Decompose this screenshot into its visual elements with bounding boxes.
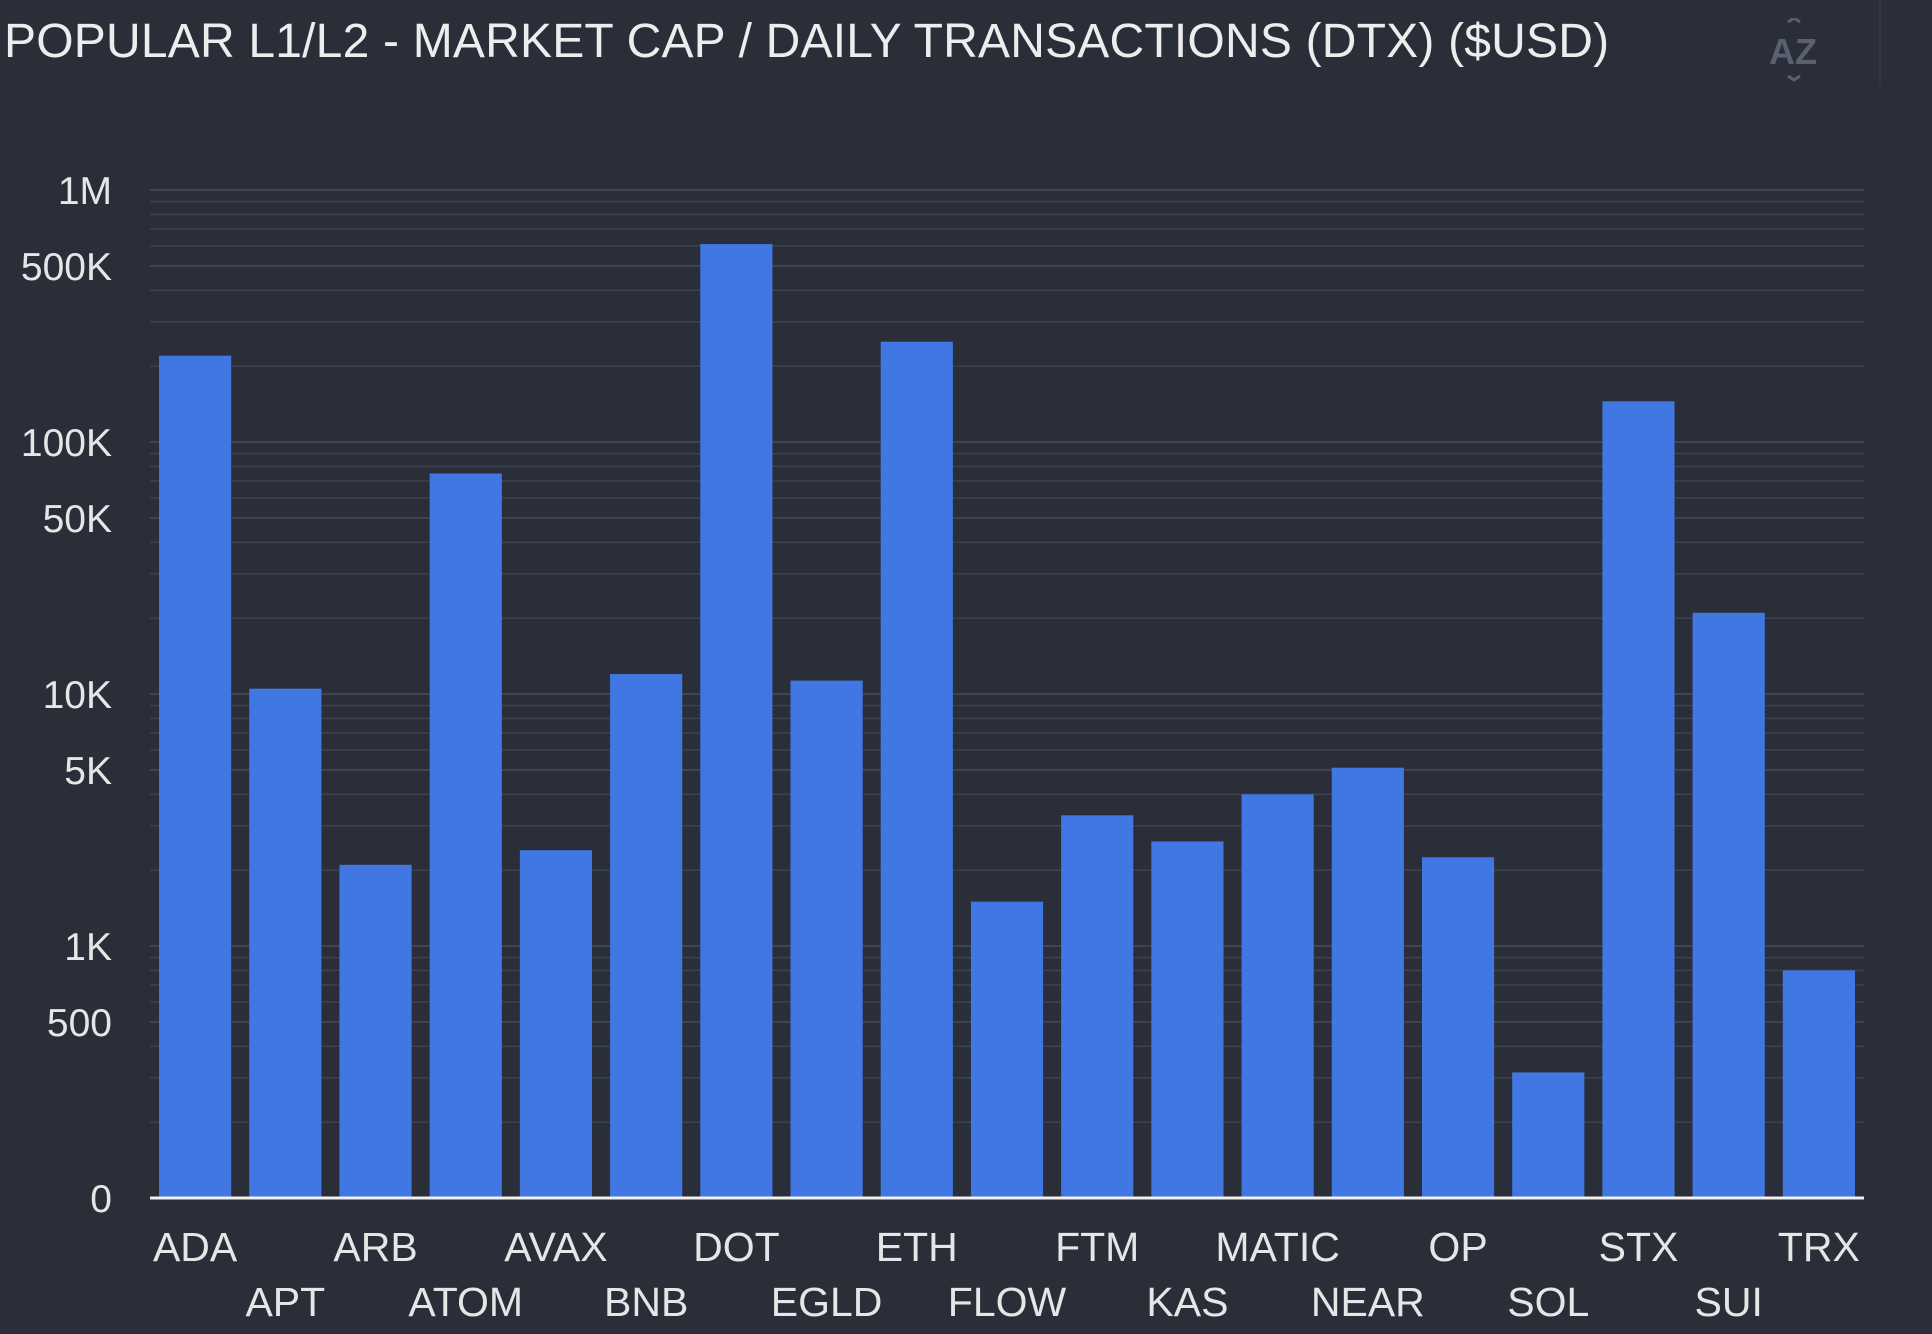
y-tick-label: 100K <box>21 422 112 465</box>
bar-sui[interactable] <box>1692 612 1765 1198</box>
header-divider <box>1879 0 1881 85</box>
y-axis-ticks: 0 500 1K 5K 10K 50K 100K 500K 1M <box>21 170 112 1221</box>
x-tick-label: BNB <box>604 1279 688 1325</box>
bar-avax[interactable] <box>519 850 593 1198</box>
x-tick-label: ADA <box>153 1224 238 1270</box>
y-tick-label: 500K <box>21 246 112 289</box>
y-tick-label: 5K <box>64 750 112 793</box>
x-tick-label: ARB <box>333 1224 417 1270</box>
bars <box>159 244 1855 1199</box>
x-tick-label: FTM <box>1055 1224 1139 1270</box>
bar-kas[interactable] <box>1151 841 1224 1198</box>
bar-op[interactable] <box>1421 857 1495 1198</box>
bar-egld[interactable] <box>790 680 863 1198</box>
x-tick-label: OP <box>1428 1224 1487 1270</box>
bar-trx[interactable] <box>1782 970 1855 1198</box>
x-tick-label: STX <box>1599 1224 1679 1270</box>
chart-title: POPULAR L1/L2 - MARKET CAP / DAILY TRANS… <box>4 15 1610 68</box>
x-tick-label: DOT <box>693 1224 780 1270</box>
az-sort-icon[interactable]: AZ <box>1765 16 1823 82</box>
x-tick-label: MATIC <box>1215 1224 1340 1270</box>
bar-ada[interactable] <box>159 355 232 1198</box>
y-tick-label: 1K <box>64 926 112 969</box>
bar-near[interactable] <box>1331 767 1404 1198</box>
bar-apt[interactable] <box>249 688 322 1198</box>
svg-text:AZ: AZ <box>1769 31 1817 72</box>
bar-flow[interactable] <box>970 901 1044 1198</box>
bar-atom[interactable] <box>429 473 502 1198</box>
x-tick-label: TRX <box>1778 1224 1860 1270</box>
bar-dot[interactable] <box>700 244 773 1199</box>
x-tick-label: AVAX <box>504 1224 607 1270</box>
bar-stx[interactable] <box>1602 401 1675 1198</box>
bar-eth[interactable] <box>880 341 953 1198</box>
y-tick-label: 0 <box>90 1178 112 1221</box>
y-tick-label: 50K <box>43 498 112 541</box>
y-tick-label: 500 <box>47 1002 112 1045</box>
bar-bnb[interactable] <box>610 674 683 1198</box>
bar-arb[interactable] <box>339 864 412 1198</box>
x-tick-label: APT <box>245 1279 325 1325</box>
x-tick-label: FLOW <box>948 1279 1067 1325</box>
bar-matic[interactable] <box>1241 794 1314 1198</box>
x-tick-label: NEAR <box>1311 1279 1425 1325</box>
x-tick-label: SUI <box>1695 1279 1763 1325</box>
x-tick-label: ETH <box>876 1224 958 1270</box>
y-tick-label: 1M <box>58 170 112 213</box>
x-tick-label: KAS <box>1146 1279 1228 1325</box>
y-tick-label: 10K <box>43 674 112 717</box>
x-tick-label: EGLD <box>771 1279 883 1325</box>
x-tick-label: SOL <box>1507 1279 1589 1325</box>
bar-ftm[interactable] <box>1061 815 1134 1198</box>
x-tick-label: ATOM <box>408 1279 523 1325</box>
bar-sol[interactable] <box>1512 1072 1585 1198</box>
